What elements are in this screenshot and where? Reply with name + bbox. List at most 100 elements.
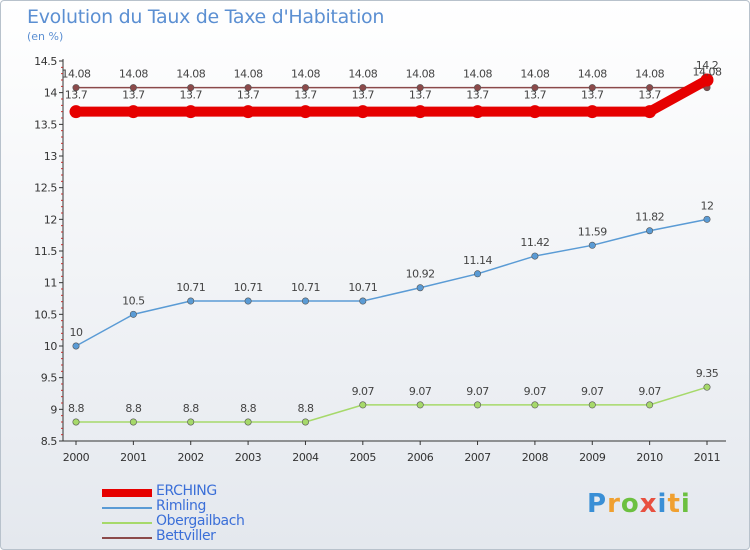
data-point-rimling bbox=[187, 297, 195, 305]
y-tick-label: 10 bbox=[44, 340, 58, 353]
y-tick-label: 13.5 bbox=[34, 118, 57, 131]
data-point-obergailbach bbox=[646, 401, 654, 409]
legend-swatch-rimling bbox=[102, 507, 152, 509]
data-label-bettviller: 14.08 bbox=[291, 68, 320, 81]
data-label-erching: 13.7 bbox=[524, 89, 547, 102]
data-point-obergailbach bbox=[703, 383, 711, 391]
data-point-bettviller bbox=[531, 84, 539, 92]
data-point-bettviller bbox=[359, 84, 367, 92]
data-point-erching bbox=[69, 105, 83, 119]
data-label-rimling: 10.71 bbox=[291, 281, 320, 294]
series-line-obergailbach bbox=[76, 386, 708, 423]
x-tick-label: 2006 bbox=[407, 451, 434, 464]
data-label-rimling: 11.14 bbox=[463, 254, 492, 267]
legend-item-rimling: Rimling bbox=[102, 498, 302, 515]
x-tick-label: 2001 bbox=[120, 451, 146, 464]
logo-letter: i bbox=[680, 489, 691, 519]
data-label-erching: 14.2 bbox=[696, 59, 719, 72]
proxiti-logo: Proxiti bbox=[587, 489, 691, 519]
y-tick-label: 11 bbox=[44, 277, 57, 290]
data-point-obergailbach bbox=[588, 401, 596, 409]
data-point-erching bbox=[356, 105, 370, 119]
y-tick-label: 13 bbox=[44, 150, 58, 163]
data-point-obergailbach bbox=[244, 418, 252, 426]
data-point-bettviller bbox=[72, 84, 80, 92]
y-tick-label: 12 bbox=[44, 213, 57, 226]
logo-letter: o bbox=[620, 489, 640, 519]
legend-label-obergailbach: Obergailbach bbox=[156, 513, 245, 529]
data-label-obergailbach: 9.07 bbox=[352, 385, 375, 398]
data-point-obergailbach bbox=[129, 418, 137, 426]
legend: ERCHING Rimling Obergailbach Bettviller bbox=[102, 483, 302, 545]
data-label-obergailbach: 8.8 bbox=[183, 402, 199, 415]
legend-item-bettviller: Bettviller bbox=[102, 528, 302, 545]
data-point-rimling bbox=[588, 241, 596, 249]
data-label-bettviller: 14.08 bbox=[520, 68, 549, 81]
y-tick-label: 14 bbox=[44, 87, 58, 100]
data-label-bettviller: 14.08 bbox=[693, 66, 722, 79]
data-label-erching: 13.7 bbox=[638, 89, 661, 102]
data-label-erching: 13.7 bbox=[65, 89, 88, 102]
data-label-obergailbach: 8.8 bbox=[125, 402, 141, 415]
data-point-obergailbach bbox=[301, 418, 309, 426]
legend-label-bettviller: Bettviller bbox=[156, 528, 216, 544]
data-label-rimling: 12 bbox=[701, 199, 714, 212]
data-label-erching: 13.7 bbox=[352, 89, 375, 102]
series-line-rimling bbox=[75, 218, 708, 347]
logo-letter: t bbox=[667, 489, 681, 519]
y-tick-label: 14.5 bbox=[34, 55, 57, 68]
data-label-obergailbach: 9.07 bbox=[524, 385, 547, 398]
x-tick-label: 2004 bbox=[292, 451, 319, 464]
data-label-obergailbach: 9.07 bbox=[581, 385, 604, 398]
legend-item-obergailbach: Obergailbach bbox=[102, 513, 302, 530]
data-label-rimling: 10.71 bbox=[176, 281, 205, 294]
data-label-bettviller: 14.08 bbox=[62, 68, 91, 81]
legend-item-erching: ERCHING bbox=[102, 483, 302, 500]
data-label-rimling: 11.59 bbox=[578, 225, 607, 238]
data-point-rimling bbox=[244, 297, 252, 305]
data-label-bettviller: 14.08 bbox=[578, 68, 607, 81]
chart-title: Evolution du Taux de Taxe d'Habitation bbox=[27, 6, 385, 28]
data-point-obergailbach bbox=[416, 401, 424, 409]
data-label-bettviller: 14.08 bbox=[176, 68, 205, 81]
logo-letter: x bbox=[639, 489, 658, 519]
data-label-rimling: 10.5 bbox=[122, 294, 145, 307]
data-label-obergailbach: 8.8 bbox=[297, 402, 313, 415]
data-point-erching bbox=[528, 105, 542, 119]
data-label-bettviller: 14.08 bbox=[348, 68, 377, 81]
data-point-rimling bbox=[531, 252, 539, 260]
x-tick-label: 2009 bbox=[579, 451, 606, 464]
data-point-erching bbox=[298, 105, 312, 119]
data-point-rimling bbox=[129, 310, 137, 318]
x-tick-label: 2007 bbox=[464, 451, 491, 464]
data-point-erching bbox=[413, 105, 427, 119]
y-tick-label: 12.5 bbox=[34, 182, 57, 195]
x-tick-label: 2002 bbox=[178, 451, 204, 464]
data-label-obergailbach: 8.8 bbox=[68, 402, 84, 415]
data-point-bettviller bbox=[474, 84, 482, 92]
data-label-obergailbach: 9.07 bbox=[466, 385, 489, 398]
data-label-bettviller: 14.08 bbox=[119, 68, 148, 81]
data-point-rimling bbox=[416, 284, 424, 292]
chart-subtitle: (en %) bbox=[27, 30, 64, 43]
data-point-bettviller bbox=[301, 84, 309, 92]
data-point-rimling bbox=[646, 227, 654, 235]
data-label-erching: 13.7 bbox=[466, 89, 489, 102]
x-tick-label: 2008 bbox=[522, 451, 549, 464]
data-label-obergailbach: 9.07 bbox=[638, 385, 661, 398]
legend-swatch-erching bbox=[102, 489, 152, 497]
data-label-obergailbach: 9.07 bbox=[409, 385, 432, 398]
data-point-erching bbox=[700, 73, 714, 87]
data-point-rimling bbox=[474, 270, 482, 278]
data-label-bettviller: 14.08 bbox=[463, 68, 492, 81]
y-tick-label: 11.5 bbox=[34, 245, 57, 258]
data-label-erching: 13.7 bbox=[122, 89, 145, 102]
data-label-rimling: 10.71 bbox=[234, 281, 263, 294]
series-line-erching bbox=[76, 75, 710, 117]
data-point-erching bbox=[471, 105, 485, 119]
data-label-erching: 13.7 bbox=[237, 89, 260, 102]
data-point-bettviller bbox=[129, 84, 137, 92]
data-label-erching: 13.7 bbox=[409, 89, 432, 102]
